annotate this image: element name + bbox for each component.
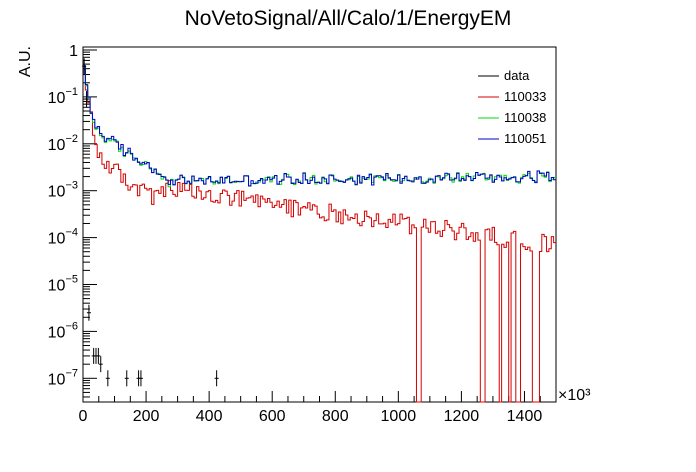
y-tick-label: 1 (69, 43, 78, 60)
x-tick-label: 800 (322, 408, 349, 425)
x-tick-label: 200 (133, 408, 160, 425)
x-tick-label: 1400 (507, 408, 543, 425)
data-point (138, 370, 143, 387)
x-tick-label: 1000 (381, 408, 417, 425)
y-tick-label: 10−1 (48, 86, 78, 107)
y-tick-label: 10−7 (48, 367, 78, 388)
legend-label: 110051 (504, 131, 546, 146)
data-point (84, 91, 89, 108)
legend-label: 110038 (504, 110, 546, 125)
data-point (214, 370, 219, 387)
y-tick-label: 10−2 (48, 133, 78, 154)
y-tick-label: 10−3 (48, 180, 78, 201)
legend-entry-data: data (478, 68, 530, 83)
y-axis-ticks: 10−7 10−6 10−5 10−4 10−3 10−2 10−1 1 (48, 43, 97, 398)
x-tick-label: 600 (259, 408, 286, 425)
legend-label: data (504, 68, 530, 83)
legend-entry-110033: 110033 (478, 89, 546, 104)
series-data (82, 58, 219, 387)
data-point (98, 356, 103, 373)
chart-title: NoVetoSignal/All/Calo/1/EnergyEM (185, 7, 512, 30)
data-point (96, 347, 101, 364)
y-tick-label: 10−6 (48, 320, 78, 341)
series-layer (82, 58, 556, 403)
data-point (86, 304, 91, 321)
histogram-line-110051 (83, 65, 556, 187)
y-tick-label: 10−5 (48, 274, 78, 295)
x-tick-label: 400 (196, 408, 223, 425)
histogram-line-110033 (83, 68, 556, 403)
x-axis-ticks: 0 200 400 600 800 1000 1200 1400 (79, 391, 557, 425)
legend-entry-110038: 110038 (478, 110, 546, 125)
x-tick-label: 1200 (444, 408, 480, 425)
y-axis-label: A.U. (17, 46, 34, 77)
x-tick-label: 0 (79, 408, 88, 425)
series-110051 (83, 65, 556, 187)
y-tick-label: 10−4 (48, 227, 78, 248)
series-110033 (83, 68, 556, 403)
data-point (124, 370, 129, 387)
legend: data 110033 110038 110051 (478, 68, 546, 146)
data-point (82, 58, 87, 75)
legend-label: 110033 (504, 89, 546, 104)
legend-entry-110051: 110051 (478, 131, 546, 146)
x-axis-multiplier: ×10³ (558, 387, 591, 404)
data-point (105, 370, 110, 387)
